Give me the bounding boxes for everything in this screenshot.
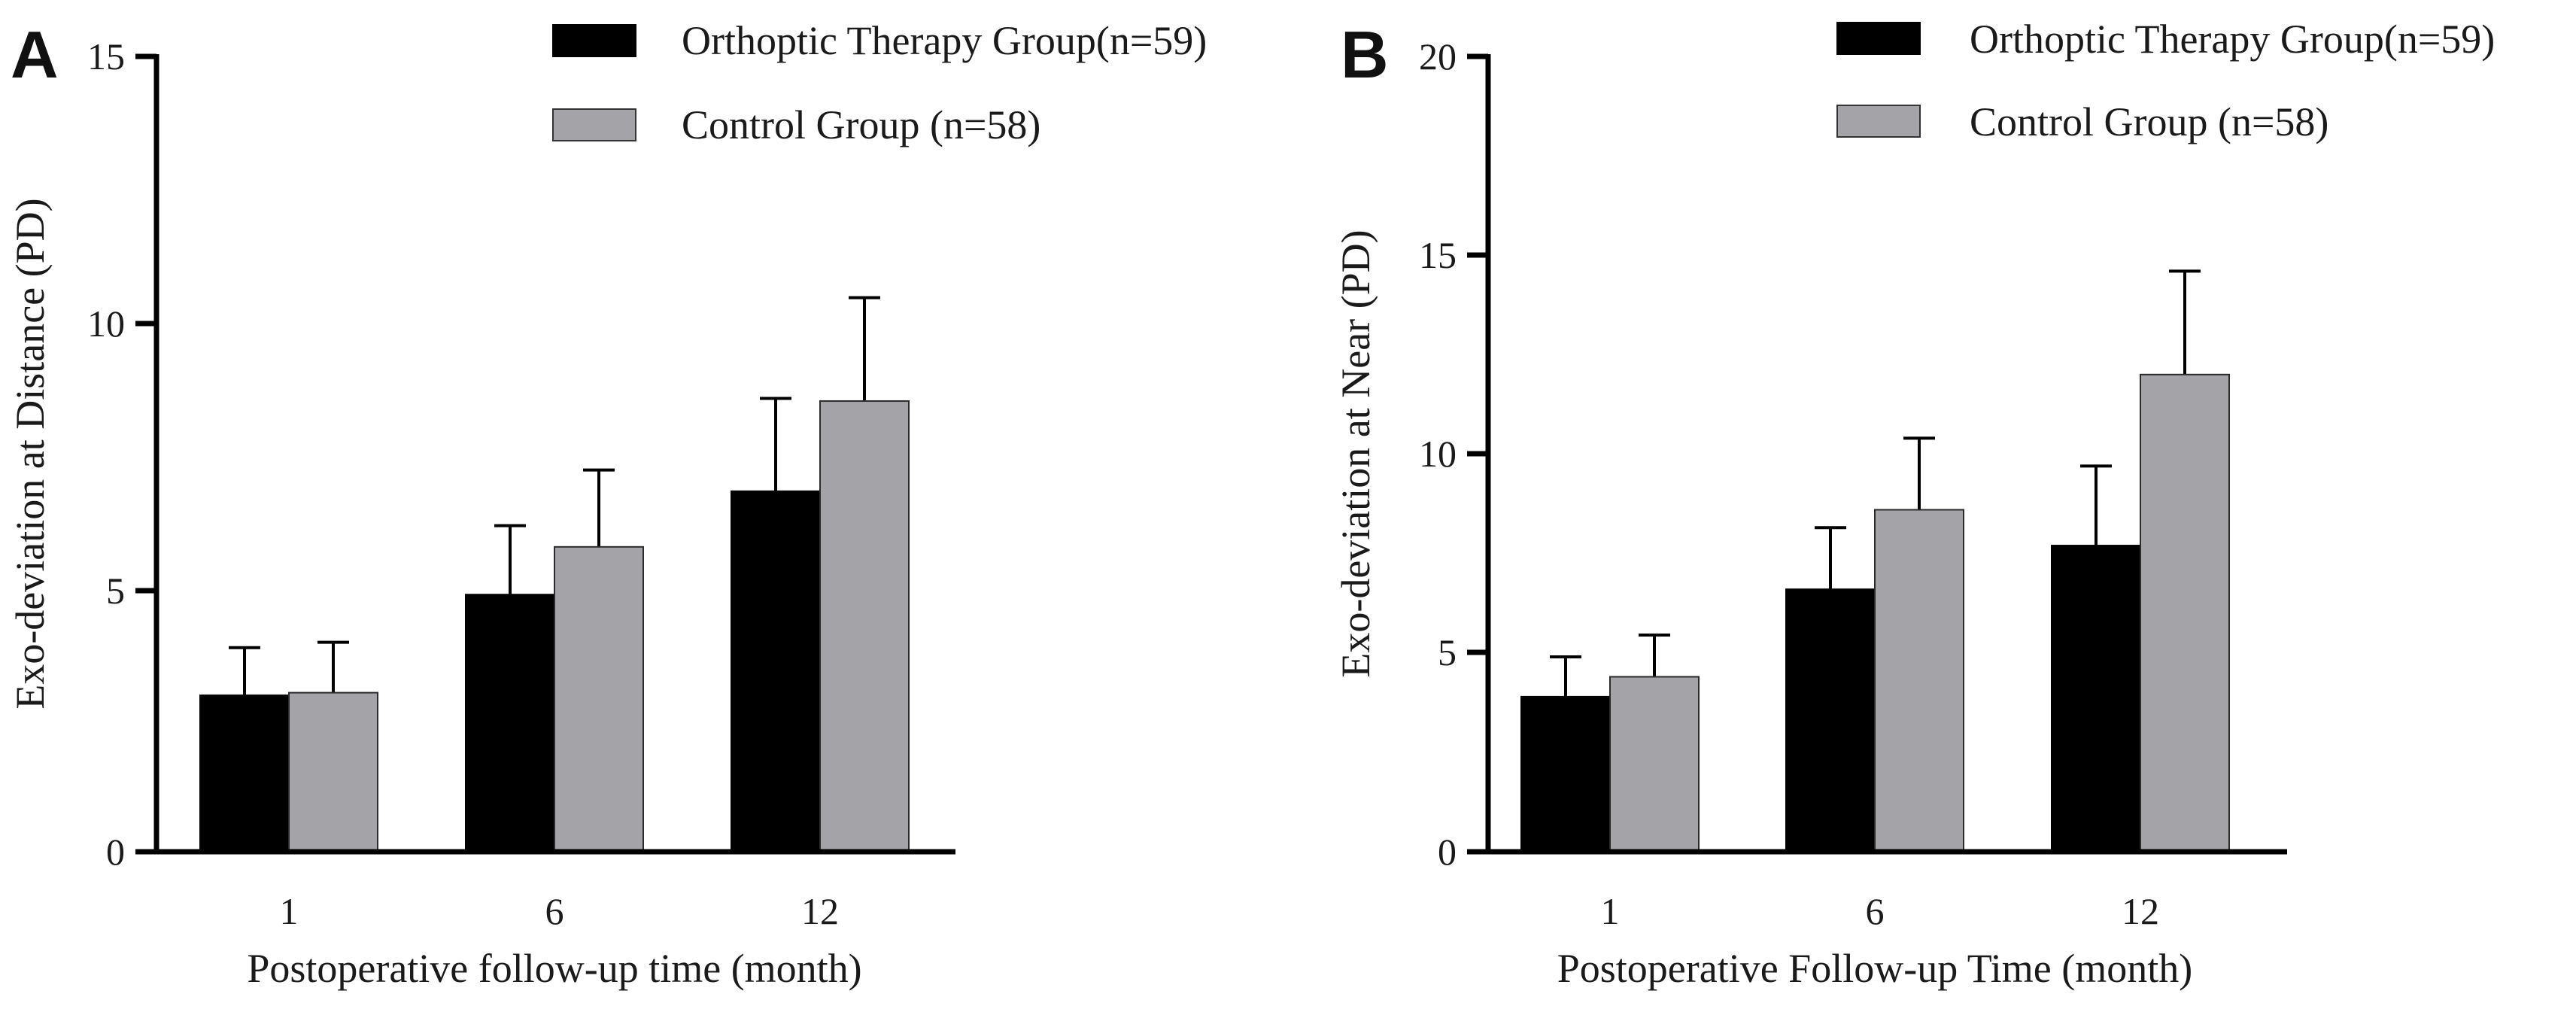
panel-b-control-bar-6 [1874, 509, 1964, 852]
panel-b-ytick-label-20: 20 [1419, 35, 1457, 77]
panel-b-orthoptic-bar-6 [1785, 588, 1876, 852]
panel-a-ytick-label-15: 15 [87, 35, 125, 77]
panel-b-xtick-label-12: 12 [2122, 890, 2159, 932]
panel-a-orthoptic-bar-6 [465, 594, 555, 853]
panel-a-letter: A [11, 17, 59, 92]
panel-a-orthoptic-bar-1 [199, 694, 290, 853]
panel-a-control-bar-6 [554, 546, 644, 852]
panel-b-control-bar-1 [1609, 676, 1700, 853]
panel-a-orthoptic-bar-12 [731, 490, 821, 852]
panel-b-letter: B [1341, 17, 1389, 92]
panel-b-ytick-label-5: 5 [1438, 631, 1457, 673]
panel-b-xtick-label-6: 6 [1866, 890, 1885, 932]
panel-a-ytick-label-5: 5 [106, 570, 125, 612]
panel-a-ytick-label-0: 0 [106, 831, 125, 873]
panel-a-control-bar-1 [288, 691, 378, 852]
panel-a-y-ticks: 15 10 5 0 [87, 35, 156, 873]
panel-b-xtick-label-1: 1 [1601, 890, 1620, 932]
panel-a-legend-swatch-control [552, 108, 636, 141]
panel-b-bars [1520, 269, 2230, 853]
panel-a-x-axis-label: Postoperative follow-up time (month) [247, 946, 861, 991]
panel-b-control-bar-12 [2140, 373, 2230, 852]
panel-a-y-axis-label: Exo-deviation at Distance (PD) [8, 198, 53, 709]
panel-a-legend-label-orthoptic: Orthoptic Therapy Group(n=59) [682, 18, 1207, 63]
panel-b-legend: Orthoptic Therapy Group(n=59) Control Gr… [1836, 17, 2495, 144]
panel-b-legend-label-control: Control Group (n=58) [1970, 99, 2328, 144]
panel-b-legend-swatch-control [1836, 105, 1921, 138]
panel-a-legend: Orthoptic Therapy Group(n=59) Control Gr… [552, 18, 1207, 147]
panel-a-control-bar-12 [819, 400, 910, 852]
panel-a-bars [199, 296, 910, 853]
panel-a-ytick-label-10: 10 [87, 302, 125, 345]
panel-b-x-axis-label: Postoperative Follow-up Time (month) [1557, 946, 2193, 991]
panel-b-y-axis-label: Exo-deviation at Near (PD) [1333, 229, 1378, 677]
panel-b-orthoptic-bar-1 [1520, 695, 1611, 853]
panel-a-legend-swatch-orthoptic [552, 24, 636, 57]
panel-b-y-ticks: 20 15 10 5 0 [1419, 35, 1488, 873]
panel-b-orthoptic-bar-12 [2051, 545, 2141, 852]
panel-b-ytick-label-0: 0 [1438, 831, 1457, 873]
panel-a-xtick-label-6: 6 [545, 890, 564, 932]
panel-a-xtick-label-12: 12 [801, 890, 839, 932]
panel-a-xtick-label-1: 1 [280, 890, 299, 932]
panel-b: B Orthoptic Therapy Group(n=59) Control … [1333, 17, 2495, 991]
panel-a: A Orthoptic Therapy Group(n=59) Control … [8, 17, 1207, 991]
panel-b-legend-label-orthoptic: Orthoptic Therapy Group(n=59) [1970, 17, 2495, 62]
panel-b-ytick-label-15: 15 [1419, 234, 1457, 276]
panel-a-legend-label-control: Control Group (n=58) [682, 102, 1040, 147]
panel-b-legend-swatch-orthoptic [1836, 22, 1921, 55]
panel-b-ytick-label-10: 10 [1419, 433, 1457, 475]
